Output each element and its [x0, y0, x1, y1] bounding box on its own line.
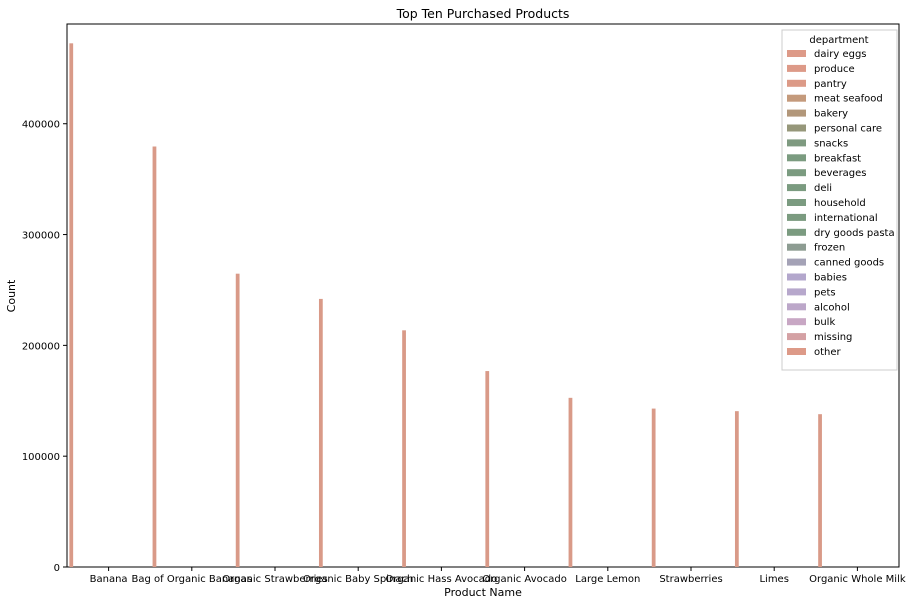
bar [568, 397, 573, 567]
legend-label: international [814, 213, 878, 224]
x-tick-label: Organic Whole Milk [809, 574, 906, 585]
x-tick-label: Organic Avocado [482, 574, 566, 585]
legend-label: babies [814, 273, 847, 284]
legend-swatch [787, 154, 806, 162]
legend-swatch [787, 139, 806, 147]
legend-label: pantry [814, 79, 847, 90]
legend-swatch [787, 50, 806, 57]
legend-swatch [787, 213, 806, 221]
legend-swatch [787, 184, 806, 192]
legend-title: department [809, 35, 868, 46]
legend-swatch [787, 79, 806, 87]
legend-label: bulk [814, 317, 835, 328]
y-axis-label: Count [5, 279, 18, 312]
legend-label: alcohol [814, 302, 850, 313]
legend-swatch [787, 333, 806, 341]
legend-label: canned goods [814, 258, 884, 269]
legend-swatch [787, 318, 806, 326]
chart-title: Top Ten Purchased Products [396, 6, 570, 21]
legend-label: meat seafood [814, 94, 883, 105]
y-tick-label: 100000 [22, 452, 60, 463]
bar [69, 43, 74, 568]
y-axis: 0 100000 200000 300000 400000 [22, 120, 67, 574]
x-tick-label: Bag of Organic Bananas [132, 574, 253, 585]
legend-swatch [787, 94, 806, 102]
legend-swatch [787, 199, 806, 206]
legend-swatch [787, 258, 806, 266]
legend-label: deli [814, 183, 832, 194]
plot-frame [66, 23, 900, 568]
bar [734, 411, 739, 567]
legend-label: dairy eggs [814, 49, 867, 60]
x-axis-label: Product Name [444, 586, 522, 599]
legend-label: beverages [814, 168, 867, 179]
bar [818, 414, 822, 567]
legend-label: dry goods pasta [814, 228, 895, 239]
x-tick-label: Organic Baby Spinach [303, 574, 413, 585]
bar [402, 330, 406, 567]
y-tick-label: 300000 [22, 231, 60, 242]
legend-swatch [787, 228, 806, 236]
x-tick-label: Strawberries [659, 574, 722, 585]
legend-label: household [814, 198, 866, 209]
bar [318, 298, 323, 567]
legend-label: pets [814, 287, 836, 298]
x-tick-label: Banana [90, 574, 128, 585]
legend-swatch [787, 288, 806, 296]
legend-swatch [787, 303, 806, 311]
legend-swatch [787, 64, 806, 72]
bar [235, 273, 240, 567]
legend-label: breakfast [814, 153, 861, 164]
legend-swatch [787, 124, 806, 132]
legend-label: produce [814, 64, 855, 75]
legend-swatch [787, 273, 806, 281]
legend-swatch [787, 109, 806, 117]
y-tick-label: 0 [54, 563, 60, 574]
legend-swatch [787, 169, 806, 177]
legend-label: snacks [814, 138, 848, 149]
legend-label: bakery [814, 109, 848, 120]
x-tick-label: Organic Strawberries [222, 574, 327, 585]
bar [152, 146, 157, 567]
y-tick-label: 200000 [22, 341, 60, 352]
legend-swatch [787, 243, 806, 251]
legend-swatch [787, 348, 806, 355]
bar [485, 371, 490, 567]
legend-label: other [814, 347, 842, 358]
x-tick-label: Limes [759, 574, 788, 585]
bar [651, 408, 656, 567]
legend-label: personal care [814, 124, 882, 135]
x-tick-label: Organic Hass Avocado [386, 574, 498, 585]
y-tick-label: 400000 [22, 120, 60, 131]
bars [69, 43, 822, 568]
legend-label: missing [814, 332, 852, 343]
x-tick-label: Large Lemon [575, 574, 640, 585]
legend-label: frozen [814, 243, 845, 254]
legend: department dairy eggs produce pantry meat s… [781, 29, 898, 371]
